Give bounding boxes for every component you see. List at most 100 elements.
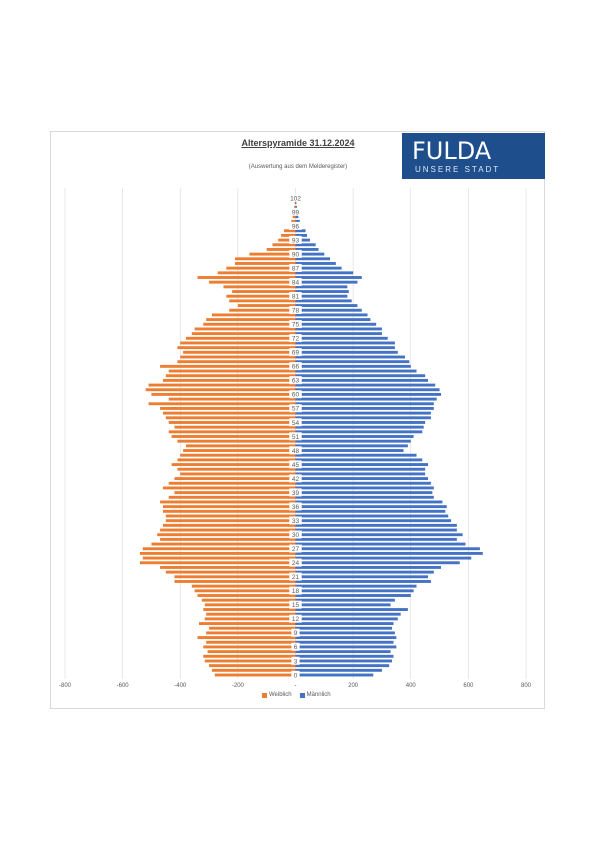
bar-maennlich-age-8: [295, 636, 397, 640]
age-label: 57: [292, 406, 300, 413]
bar-weiblich-age-83: [223, 285, 296, 289]
bar-weiblich-age-93: [278, 238, 296, 242]
bar-weiblich-age-4: [203, 654, 296, 658]
bar-weiblich-age-91: [266, 247, 296, 251]
bar-weiblich-age-35: [162, 509, 296, 513]
bar-weiblich-age-33: [165, 519, 296, 523]
bar-weiblich-age-7: [206, 640, 296, 644]
x-tick-label: -600: [117, 683, 130, 689]
bar-weiblich-age-67: [177, 360, 296, 364]
age-label: 78: [292, 308, 300, 315]
bar-maennlich-age-9: [295, 631, 395, 635]
bar-maennlich-age-50: [295, 439, 411, 443]
age-label: 84: [292, 279, 300, 286]
age-label: 69: [292, 350, 300, 357]
bar-maennlich-age-74: [295, 327, 382, 331]
bar-maennlich-age-19: [295, 584, 417, 588]
bar-weiblich-age-51: [171, 435, 296, 438]
bar-maennlich-age-43: [295, 472, 426, 476]
bar-weiblich-age-43: [180, 472, 296, 476]
age-label-bg: [289, 249, 302, 258]
bar-weiblich-age-19: [191, 584, 296, 588]
bar-maennlich-age-76: [295, 318, 371, 322]
age-label: 45: [292, 462, 300, 469]
bar-maennlich-age-1: [295, 668, 382, 672]
bar-weiblich-age-101: [294, 201, 296, 205]
age-label: 51: [292, 434, 300, 441]
bar-maennlich-age-3: [295, 659, 393, 663]
bar-maennlich-age-47: [295, 453, 417, 457]
bar-weiblich-age-5: [207, 650, 296, 654]
logo-wordmark: FULDA: [412, 137, 492, 165]
age-label: 66: [292, 364, 300, 371]
bar-weiblich-age-37: [160, 500, 296, 504]
bar-maennlich-age-58: [295, 402, 434, 406]
age-label-bg: [289, 207, 302, 216]
bar-weiblich-age-2: [209, 664, 296, 668]
bar-weiblich-age-40: [162, 486, 296, 490]
bar-maennlich-age-29: [295, 537, 457, 541]
bar-weiblich-age-78: [229, 308, 296, 312]
age-label-bg: [289, 376, 302, 385]
bar-maennlich-age-37: [295, 500, 443, 504]
legend-item-weiblich: Weiblich: [262, 692, 292, 698]
bar-maennlich-age-84: [295, 280, 358, 284]
bar-weiblich-age-75: [203, 322, 296, 326]
bar-weiblich-age-100: [294, 205, 296, 209]
bar-maennlich-age-55: [295, 416, 431, 420]
bar-weiblich-age-80: [229, 299, 296, 303]
bar-weiblich-age-73: [191, 332, 296, 336]
age-label-bg: [289, 572, 302, 581]
chart-subtitle: (Auswertung aus dem Melderegister): [248, 164, 348, 170]
age-label: 102: [290, 195, 301, 202]
age-label: 36: [292, 504, 300, 511]
age-label: 12: [292, 616, 300, 623]
bar-maennlich-age-0: [295, 673, 374, 677]
bar-maennlich-age-48: [295, 449, 404, 452]
bar-weiblich-age-10: [209, 626, 296, 630]
age-label-bg: [289, 614, 302, 623]
bar-weiblich-age-46: [177, 458, 296, 462]
bar-maennlich-age-77: [295, 313, 368, 317]
bar-weiblich-age-24: [139, 561, 296, 565]
bar-maennlich-age-33: [295, 519, 452, 523]
bar-maennlich-age-92: [295, 243, 316, 247]
bar-weiblich-age-62: [148, 383, 296, 387]
bar-weiblich-age-94: [281, 233, 296, 237]
bar-weiblich-age-56: [162, 411, 296, 415]
bar-maennlich-age-75: [295, 322, 377, 326]
bar-weiblich-age-26: [139, 551, 296, 555]
bar-weiblich-age-14: [203, 608, 296, 611]
bar-maennlich-age-32: [295, 523, 457, 527]
legend-swatch-weiblich: [262, 692, 267, 698]
age-label: 33: [292, 518, 300, 525]
bar-maennlich-age-87: [295, 266, 342, 270]
bar-weiblich-age-18: [194, 589, 296, 593]
bar-maennlich-age-20: [295, 580, 431, 583]
age-label: 24: [292, 560, 300, 567]
bar-weiblich-age-50: [177, 439, 296, 443]
bar-weiblich-age-95: [283, 229, 296, 233]
age-label-bg: [289, 516, 302, 525]
bar-maennlich-age-91: [295, 247, 319, 251]
age-label-bg: [289, 600, 302, 609]
bar-weiblich-age-53: [174, 425, 296, 429]
bar-weiblich-age-82: [232, 290, 296, 293]
bar-maennlich-age-88: [295, 262, 336, 265]
age-label: 81: [292, 294, 300, 301]
bar-weiblich-age-98: [292, 215, 296, 219]
bar-weiblich-age-29: [160, 537, 296, 541]
bar-weiblich-age-64: [165, 374, 296, 378]
bar-weiblich-age-38: [168, 495, 296, 499]
chart-legend: Weiblich Männlich: [262, 692, 331, 698]
bar-maennlich-age-46: [295, 458, 423, 462]
age-label-bg: [289, 418, 302, 427]
bar-maennlich-age-86: [295, 271, 354, 275]
legend-item-maennlich: Männlich: [299, 692, 331, 698]
age-label: 0: [294, 672, 298, 679]
bar-weiblich-age-28: [151, 542, 296, 546]
age-label: 42: [292, 476, 300, 483]
bar-weiblich-age-66: [160, 364, 296, 368]
bar-weiblich-age-65: [168, 369, 296, 373]
